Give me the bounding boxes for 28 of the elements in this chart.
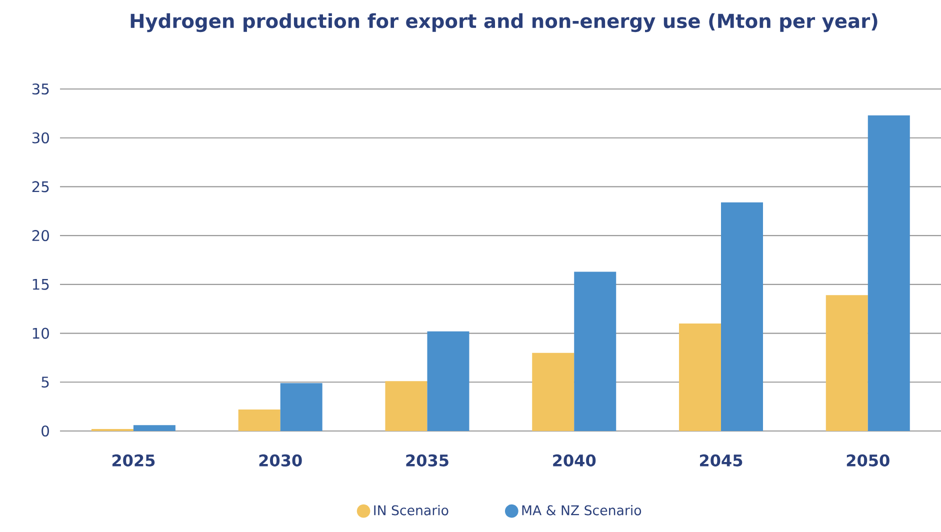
bar xyxy=(826,295,868,431)
y-tick-label: 0 xyxy=(42,425,49,437)
bar xyxy=(574,272,616,431)
x-tick-label: 2045 xyxy=(700,454,742,466)
chart-title: Hydrogen production for export and non-energy use (Mton per year) xyxy=(130,13,878,32)
bar xyxy=(427,331,470,431)
legend-label: MA & NZ Scenario xyxy=(522,504,642,516)
x-tick-label: 2035 xyxy=(406,454,448,466)
bar xyxy=(868,115,910,431)
bar xyxy=(721,202,764,431)
bar xyxy=(385,381,428,431)
bar xyxy=(532,352,574,431)
y-tick-label: 25 xyxy=(32,181,49,192)
bar xyxy=(280,383,322,431)
bar xyxy=(238,410,280,431)
y-tick-label: 35 xyxy=(32,83,49,95)
y-tick-label: 20 xyxy=(32,230,49,242)
y-tick-label: 15 xyxy=(32,278,49,290)
y-tick-label: 30 xyxy=(32,132,49,144)
legend-label: IN Scenario xyxy=(374,504,448,516)
bar xyxy=(133,425,176,431)
x-tick-label: 2040 xyxy=(553,454,596,466)
y-tick-label: 10 xyxy=(32,328,49,339)
x-tick-label: 2030 xyxy=(259,454,302,466)
bar xyxy=(679,324,722,431)
y-tick-label: 5 xyxy=(42,376,49,388)
x-tick-label: 2025 xyxy=(112,454,155,466)
x-tick-label: 2050 xyxy=(846,454,890,466)
